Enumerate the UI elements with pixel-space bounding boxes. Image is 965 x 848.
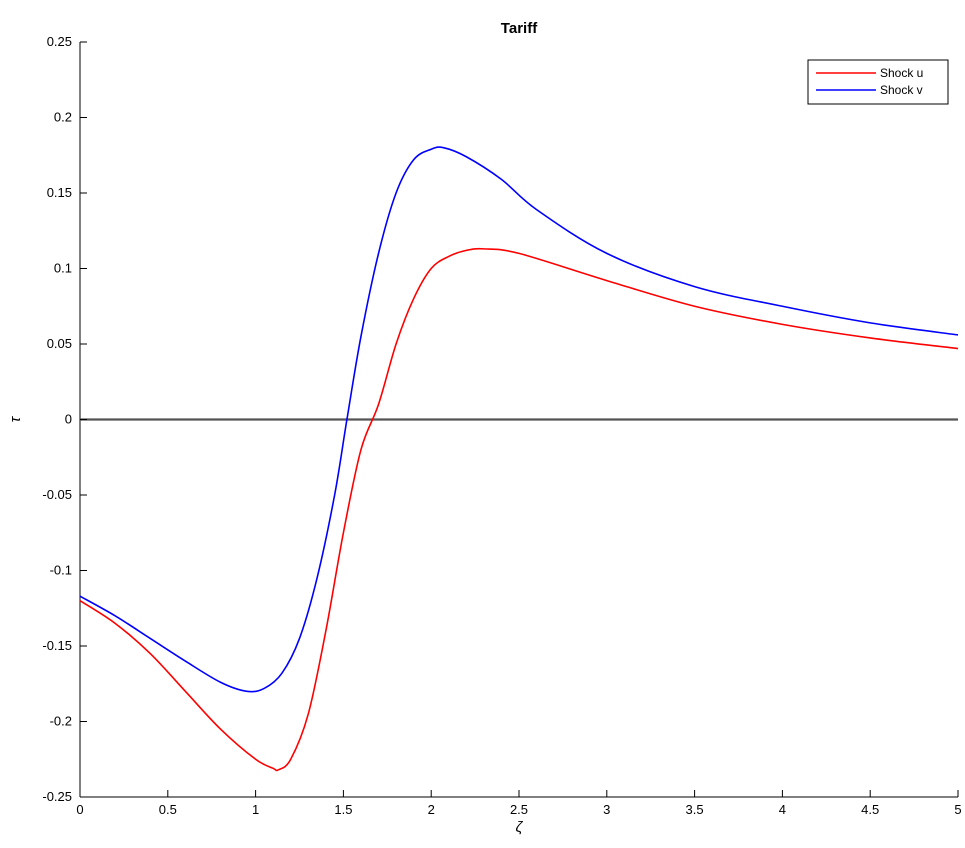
y-tick-label: -0.15 <box>42 638 72 653</box>
y-tick-label: -0.25 <box>42 789 72 804</box>
legend-box <box>807 59 949 105</box>
y-axis-label: τ <box>7 415 24 422</box>
axis-ticks: 0 0.5 1 1.5 2 2.5 3 3.5 4 4.5 5 -0.25 -0.2 -0.15 -0.1 -… <box>42 34 961 817</box>
x-tick-label: 2 <box>428 802 435 817</box>
y-tick-label: -0.1 <box>50 563 72 578</box>
series-line-shock-u <box>79 247 959 772</box>
x-tick-label: 1.5 <box>334 802 352 817</box>
y-tick-label: 0 <box>65 412 72 427</box>
y-tick-label: 0.1 <box>54 261 72 276</box>
legend: Shock u Shock v <box>807 59 949 105</box>
x-tick-label: 0 <box>76 802 83 817</box>
y-tick-label: 0.2 <box>54 110 72 125</box>
chart-title: Tariff <box>501 20 538 37</box>
y-tick-label: -0.2 <box>50 714 72 729</box>
legend-label: Shock u <box>880 66 923 80</box>
x-tick-label: 0.5 <box>159 802 177 817</box>
x-tick-label: 4.5 <box>861 802 879 817</box>
x-tick-label: 3.5 <box>686 802 704 817</box>
x-tick-label: 2.5 <box>510 802 528 817</box>
series-lines <box>79 146 959 772</box>
x-tick-label: 5 <box>954 802 961 817</box>
x-tick-label: 1 <box>252 802 259 817</box>
legend-label: Shock v <box>880 83 923 97</box>
y-tick-label: 0.15 <box>47 185 72 200</box>
series-line-shock-v <box>79 146 959 693</box>
x-tick-label: 4 <box>779 802 786 817</box>
y-tick-label: 0.25 <box>47 34 72 49</box>
x-tick-label: 3 <box>603 802 610 817</box>
y-tick-label: 0.05 <box>47 336 72 351</box>
y-tick-label: -0.05 <box>42 487 72 502</box>
x-axis-label: ζ <box>516 819 524 836</box>
